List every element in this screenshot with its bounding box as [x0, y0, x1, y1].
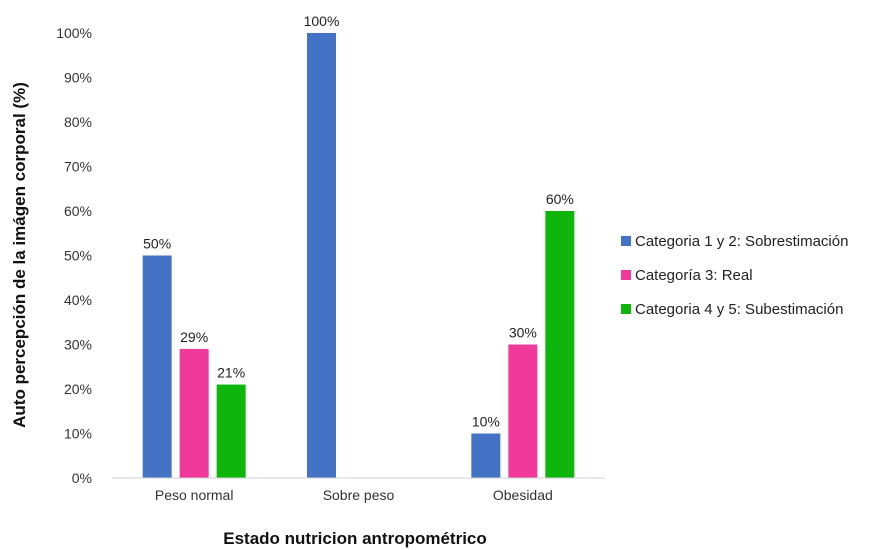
- data-label: 29%: [180, 329, 208, 345]
- bar: [471, 433, 501, 478]
- legend-item-1: Categoria 1 y 2: Sobrestimación: [621, 230, 848, 252]
- data-label: 60%: [546, 191, 574, 207]
- legend-item-2: Categoría 3: Real: [621, 264, 848, 286]
- bars: [142, 33, 575, 478]
- legend-swatch-1: [621, 236, 631, 246]
- y-axis-ticks: 0% 10% 20% 30% 40% 50% 60% 70% 80% 90% 100%: [56, 25, 92, 486]
- data-label: 100%: [304, 13, 340, 29]
- x-category-label: Peso normal: [155, 487, 234, 503]
- y-tick-label: 50%: [64, 248, 92, 264]
- legend-label-1: Categoria 1 y 2: Sobrestimación: [635, 232, 849, 250]
- y-axis-title: Auto percepción de la imágen corporal (%…: [10, 82, 29, 428]
- bar: [508, 344, 538, 478]
- x-category-label: Sobre peso: [323, 487, 395, 503]
- y-tick-label: 100%: [56, 25, 92, 41]
- y-tick-label: 80%: [64, 114, 92, 130]
- y-tick-label: 40%: [64, 292, 92, 308]
- y-tick-label: 90%: [64, 70, 92, 86]
- bar: [545, 211, 575, 478]
- legend-swatch-3: [621, 304, 631, 314]
- x-axis-title: Estado nutricion antropométrico: [223, 529, 487, 548]
- legend-swatch-2: [621, 270, 631, 280]
- x-axis-categories: Peso normal Sobre peso Obesidad: [155, 487, 553, 503]
- bar: [179, 348, 209, 478]
- x-category-label: Obesidad: [493, 487, 553, 503]
- y-tick-label: 0%: [72, 470, 92, 486]
- y-tick-label: 70%: [64, 159, 92, 175]
- bar: [307, 33, 336, 478]
- data-label: 10%: [472, 414, 500, 430]
- bar: [142, 255, 172, 478]
- data-labels: 50% 29% 21% 100% 10% 30% 60%: [143, 13, 574, 430]
- bar: [216, 384, 246, 478]
- data-label: 21%: [217, 365, 245, 381]
- legend-label-2: Categoría 3: Real: [635, 266, 753, 284]
- data-label: 50%: [143, 236, 171, 252]
- legend-item-3: Categoria 4 y 5: Subestimación: [621, 298, 848, 320]
- legend-label-3: Categoria 4 y 5: Subestimación: [635, 300, 844, 318]
- y-tick-label: 30%: [64, 337, 92, 353]
- y-tick-label: 60%: [64, 203, 92, 219]
- y-tick-label: 10%: [64, 426, 92, 442]
- data-label: 30%: [509, 325, 537, 341]
- y-tick-label: 20%: [64, 381, 92, 397]
- legend: Categoria 1 y 2: Sobrestimación Categorí…: [621, 230, 848, 332]
